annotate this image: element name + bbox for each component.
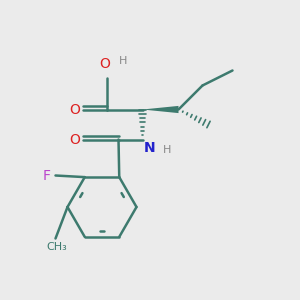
Text: N: N — [144, 141, 156, 155]
Text: O: O — [70, 103, 80, 116]
Text: O: O — [70, 133, 80, 146]
Text: H: H — [119, 56, 127, 66]
Polygon shape — [142, 106, 178, 113]
Text: F: F — [43, 169, 51, 182]
Text: CH₃: CH₃ — [46, 242, 68, 251]
Text: O: O — [100, 56, 110, 70]
Text: H: H — [163, 145, 171, 155]
